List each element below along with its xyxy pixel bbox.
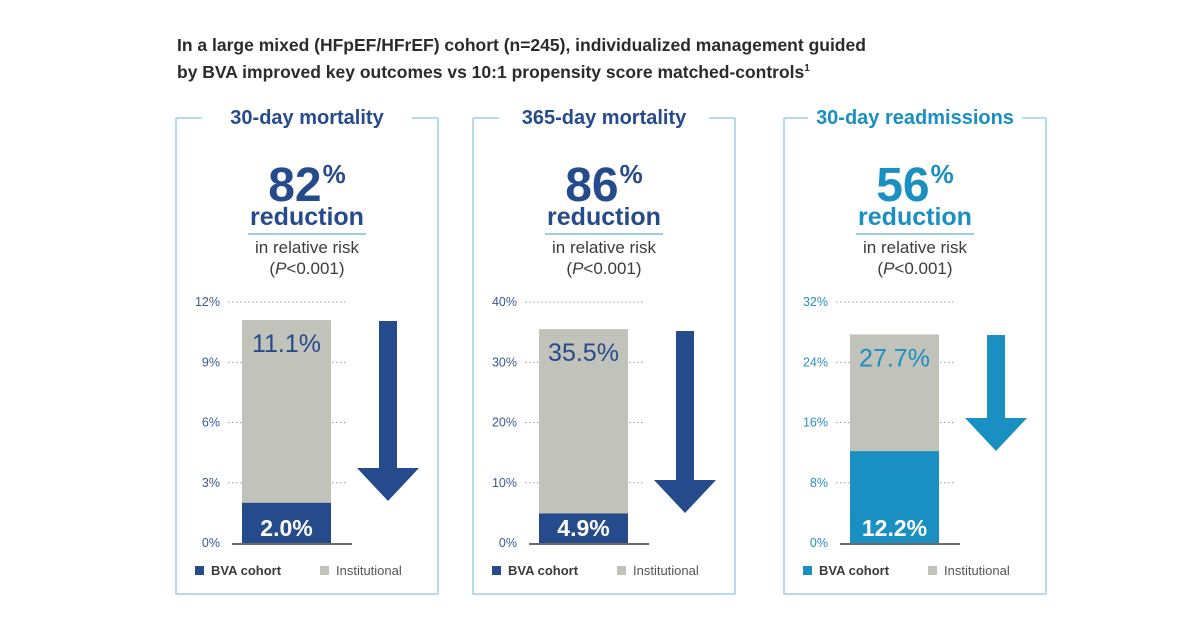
legend-swatch-institutional: [928, 566, 937, 575]
legend-swatch-institutional: [617, 566, 626, 575]
heading-line-1: In a large mixed (HFpEF/HFrEF) cohort (n…: [177, 35, 866, 55]
relative-risk-line: in relative risk: [863, 238, 967, 257]
p-value-symbol: P: [275, 259, 287, 278]
relative-risk-line: in relative risk: [552, 238, 656, 257]
panel-frame: [783, 118, 1047, 595]
panel-title: 30-day mortality: [176, 106, 438, 130]
bar-bva-cohort: [242, 502, 331, 543]
headline-unit: %: [322, 159, 346, 189]
y-tick-label: 12%: [195, 295, 220, 309]
heading-line-2-text: by BVA improved key outcomes vs 10:1 pro…: [177, 61, 805, 82]
y-tick-label: 8%: [810, 476, 828, 490]
headline-label-text: reduction: [545, 202, 663, 235]
headline-label: reduction: [784, 202, 1046, 235]
data-label-institutional: 27.7%: [859, 344, 930, 372]
p-value-text: <0.001: [286, 259, 339, 278]
p-value-line: (P<0.001): [877, 259, 953, 278]
panel-title-text: 365-day mortality: [513, 107, 695, 129]
chart-svg-1: 0% 10% 20% 30% 40% 35.5% 4.9% BVA cohort Institu…: [472, 117, 736, 595]
legend-swatch-institutional: [320, 566, 329, 575]
p-value-text: <0.001: [583, 259, 636, 278]
p-value-symbol: P: [883, 259, 895, 278]
legend-swatch-bva: [492, 566, 501, 575]
bar-bva-cohort: [850, 451, 939, 543]
panel-title-text: 30-day readmissions: [808, 107, 1022, 129]
chart-svg-0: 0% 3% 6% 9% 12% 11.1% 2.0% BVA cohort Institutio…: [175, 117, 439, 595]
panel-title: 30-day readmissions: [784, 106, 1046, 130]
headline-label-text: reduction: [248, 202, 366, 235]
y-tick-label: 0%: [202, 536, 220, 550]
y-tick-label: 0%: [810, 536, 828, 550]
headline-unit: %: [930, 159, 954, 189]
bar-institutional: [539, 329, 628, 543]
data-label-institutional: 11.1%: [252, 330, 321, 358]
relative-risk-note: in relative risk (P<0.001): [473, 237, 735, 279]
panel-frame: [472, 118, 736, 595]
p-value-text: <0.001: [894, 259, 947, 278]
heading-line-2: by BVA improved key outcomes vs 10:1 pro…: [177, 57, 1077, 84]
legend-swatch-bva: [195, 566, 204, 575]
data-label-bva-cohort: 4.9%: [557, 515, 609, 541]
relative-risk-line: in relative risk: [255, 238, 359, 257]
down-arrow-icon: [654, 331, 716, 513]
data-label-bva-cohort: 2.0%: [260, 515, 312, 541]
headline-label-text: reduction: [856, 202, 974, 235]
headline-percent: 86%: [473, 146, 735, 214]
y-tick-label: 9%: [202, 355, 220, 369]
data-label-bva-cohort: 12.2%: [862, 515, 927, 541]
legend-label-institutional: Institutional: [944, 563, 1010, 578]
down-arrow-icon: [357, 321, 419, 501]
panel-30-day-readmissions: 0% 8% 16% 24% 32% 27.7% 12.2% BVA cohort Institu…: [783, 106, 1047, 595]
p-value-line: (P<0.001): [566, 259, 642, 278]
y-tick-label: 6%: [202, 416, 220, 430]
y-tick-label: 16%: [803, 416, 828, 430]
down-arrow-icon: [965, 335, 1027, 451]
legend-label-bva: BVA cohort: [211, 563, 282, 578]
headline-value: 86: [565, 159, 619, 212]
y-tick-label: 32%: [803, 295, 828, 309]
y-tick-label: 20%: [492, 416, 517, 430]
y-tick-label: 3%: [202, 476, 220, 490]
y-tick-label: 30%: [492, 355, 517, 369]
headline-label: reduction: [473, 202, 735, 235]
headline-value: 56: [876, 159, 930, 212]
headline-value: 82: [268, 159, 322, 212]
p-value-symbol: P: [572, 259, 584, 278]
legend-label-institutional: Institutional: [633, 563, 699, 578]
relative-risk-note: in relative risk (P<0.001): [176, 237, 438, 279]
headline-unit: %: [619, 159, 643, 189]
chart-heading: In a large mixed (HFpEF/HFrEF) cohort (n…: [177, 33, 1077, 84]
headline-percent: 56%: [784, 146, 1046, 214]
y-tick-label: 0%: [499, 536, 517, 550]
legend-swatch-bva: [803, 566, 812, 575]
y-tick-label: 40%: [492, 295, 517, 309]
headline-label: reduction: [176, 202, 438, 235]
relative-risk-note: in relative risk (P<0.001): [784, 237, 1046, 279]
y-tick-label: 10%: [492, 476, 517, 490]
panel-365-day-mortality: 0% 10% 20% 30% 40% 35.5% 4.9% BVA cohort Institu…: [472, 106, 736, 595]
heading-footnote: 1: [804, 63, 810, 74]
bar-bva-cohort: [539, 513, 628, 543]
p-value-line: (P<0.001): [269, 259, 345, 278]
panel-title: 365-day mortality: [473, 106, 735, 130]
data-label-institutional: 35.5%: [548, 339, 619, 367]
panel-30-day-mortality: 0% 3% 6% 9% 12% 11.1% 2.0% BVA cohort Institutio…: [175, 106, 439, 595]
chart-svg-2: 0% 8% 16% 24% 32% 27.7% 12.2% BVA cohort Institu…: [783, 117, 1047, 595]
panel-frame: [175, 118, 439, 595]
legend-label-bva: BVA cohort: [508, 563, 579, 578]
y-tick-label: 24%: [803, 355, 828, 369]
legend-label-institutional: Institutional: [336, 563, 402, 578]
legend-label-bva: BVA cohort: [819, 563, 890, 578]
panel-title-text: 30-day mortality: [222, 107, 392, 129]
headline-percent: 82%: [176, 146, 438, 214]
